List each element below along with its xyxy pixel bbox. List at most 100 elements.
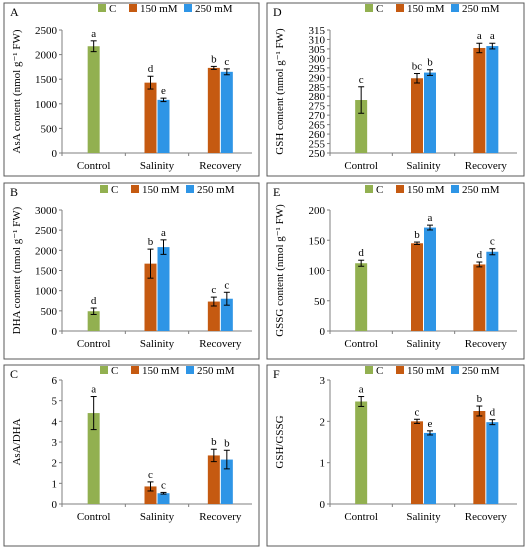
- significance-letter: d: [91, 295, 97, 307]
- y-tick-label: 0: [320, 499, 326, 511]
- legend-swatch-1: [396, 4, 404, 12]
- category-label: Recovery: [199, 338, 242, 350]
- y-tick-label: 3: [52, 437, 58, 449]
- y-tick-label: 2: [52, 458, 58, 470]
- y-axis-label: GSH content (nmol g⁻¹ FW): [274, 28, 286, 155]
- y-tick-label: 1500: [35, 266, 58, 278]
- legend-label-1: 150 mM: [407, 365, 445, 377]
- legend-swatch-2: [186, 366, 194, 374]
- panel-frame: [3, 364, 260, 547]
- y-tick-label: 250: [309, 148, 326, 160]
- legend-label-1: 150 mM: [140, 3, 178, 15]
- y-tick-label: 500: [41, 306, 58, 318]
- legend-label-2: 250 mM: [462, 3, 500, 15]
- category-label: Control: [77, 160, 111, 172]
- significance-letter: c: [224, 56, 229, 68]
- y-tick-label: 2500: [35, 225, 58, 237]
- chart-panel-A: A C 150 mM 250 mM 0 500 1000 1500 2000 2500 AsA co…: [3, 2, 260, 177]
- y-tick-label: 305: [309, 44, 326, 56]
- y-axis-label: GSH/GSSG: [274, 415, 286, 468]
- category-label: Control: [344, 338, 378, 350]
- panel-frame: [3, 2, 260, 177]
- significance-letter: c: [148, 469, 153, 481]
- panel-label: B: [10, 185, 18, 199]
- panel-label: A: [10, 5, 19, 19]
- legend-swatch-2: [451, 4, 459, 12]
- bar-c: [355, 263, 368, 331]
- category-label: Recovery: [199, 511, 242, 523]
- legend-swatch-0: [100, 185, 108, 193]
- y-tick-label: 1000: [35, 99, 58, 111]
- panel-label: C: [10, 367, 18, 381]
- y-tick-label: 150: [309, 235, 326, 247]
- significance-letter: a: [359, 384, 364, 396]
- y-tick-label: 200: [309, 205, 326, 217]
- significance-letter: c: [359, 74, 364, 86]
- legend-label-0: C: [376, 3, 383, 15]
- bar-250-mm: [424, 72, 436, 153]
- bar-c: [87, 413, 100, 504]
- chart-panel-E: E C 150 mM 250 mM 0 50 100 150 200 GSSG content (…: [266, 182, 525, 360]
- y-tick-label: 1500: [35, 74, 58, 86]
- category-label: Control: [77, 511, 111, 523]
- category-label: Salinity: [406, 511, 441, 523]
- legend-label-0: C: [111, 365, 118, 377]
- y-tick-label: 285: [309, 82, 326, 94]
- legend-label-2: 250 mM: [197, 184, 235, 196]
- y-tick-label: 1: [52, 478, 58, 490]
- significance-letter: b: [211, 53, 217, 65]
- significance-letter: c: [224, 279, 229, 291]
- y-tick-label: 500: [41, 123, 58, 135]
- legend-swatch-2: [451, 366, 459, 374]
- legend-swatch-2: [184, 4, 192, 12]
- bar-250-mm: [486, 46, 499, 154]
- y-axis-label: AsA content (nmol g⁻¹ FW): [11, 29, 23, 153]
- significance-letter: c: [415, 406, 420, 418]
- significance-letter: a: [428, 212, 433, 224]
- significance-letter: bc: [412, 61, 423, 73]
- significance-letter: b: [414, 229, 420, 241]
- legend-swatch-1: [396, 185, 404, 193]
- bar-150-mm: [144, 263, 157, 331]
- chart-panel-B: B C 150 mM 250 mM 0 500 1000 1500 2000 2500 3000 DH…: [3, 182, 260, 360]
- bar-250-mm: [424, 432, 436, 504]
- legend-swatch-0: [100, 366, 108, 374]
- legend-swatch-0: [98, 4, 106, 12]
- y-tick-label: 1: [320, 458, 326, 470]
- legend-label-1: 150 mM: [142, 365, 180, 377]
- category-label: Recovery: [465, 160, 508, 172]
- bar-150-mm: [473, 264, 486, 331]
- bar-150-mm: [411, 78, 423, 153]
- category-label: Salinity: [140, 160, 175, 172]
- significance-letter: e: [428, 418, 433, 430]
- y-tick-label: 295: [309, 63, 326, 75]
- y-tick-label: 315: [309, 25, 326, 37]
- y-tick-label: 0: [52, 326, 58, 338]
- y-axis-label: GSSG content (nmol g⁻¹ FW): [274, 204, 286, 337]
- y-tick-label: 4: [52, 416, 58, 428]
- panel-frame: [3, 182, 260, 360]
- y-tick-label: 280: [309, 91, 326, 103]
- significance-letter: b: [427, 57, 433, 69]
- y-tick-label: 275: [309, 101, 326, 113]
- significance-letter: c: [161, 479, 166, 491]
- bar-c: [355, 401, 368, 504]
- category-label: Salinity: [406, 338, 441, 350]
- category-label: Control: [344, 511, 378, 523]
- y-tick-label: 6: [52, 375, 58, 387]
- significance-letter: d: [477, 249, 483, 261]
- y-tick-label: 290: [309, 72, 326, 84]
- significance-letter: d: [358, 247, 364, 259]
- legend-swatch-2: [186, 185, 194, 193]
- legend-swatch-2: [451, 185, 459, 193]
- bar-250-mm: [220, 298, 233, 331]
- legend-label-2: 250 mM: [195, 3, 233, 15]
- significance-letter: b: [477, 393, 483, 405]
- significance-letter: d: [490, 407, 496, 419]
- y-tick-label: 2: [320, 416, 326, 428]
- y-tick-label: 310: [309, 34, 326, 46]
- bar-150-mm: [411, 421, 423, 504]
- bar-250-mm: [157, 247, 170, 331]
- category-label: Salinity: [406, 160, 441, 172]
- y-axis-label: AsA/DHA: [11, 418, 23, 465]
